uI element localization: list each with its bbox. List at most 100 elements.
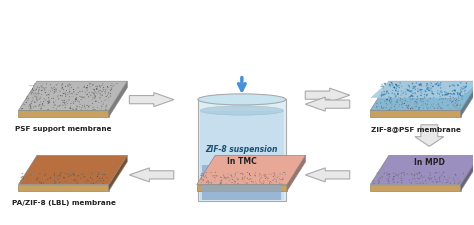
Point [396,104,403,107]
Polygon shape [18,111,109,117]
Point [407,108,414,111]
Point [374,171,382,175]
Point [61,171,68,175]
Point [428,92,436,96]
Point [442,93,450,97]
Point [28,91,36,94]
Point [38,89,46,93]
Point [399,102,406,105]
Point [88,100,96,103]
Point [417,83,425,86]
Point [96,89,103,93]
Point [89,179,97,182]
Point [57,171,65,175]
Point [385,108,393,112]
Point [38,104,46,107]
Point [395,176,402,180]
Point [231,173,238,176]
Point [217,176,224,179]
Point [395,84,402,88]
Point [460,87,468,91]
Point [408,172,415,176]
Point [410,85,417,89]
Point [387,96,395,100]
Point [404,89,411,92]
Point [83,86,91,90]
Point [235,178,242,181]
Point [454,84,461,87]
Point [437,90,445,93]
Point [385,173,393,176]
Point [91,95,99,98]
Point [240,177,248,181]
Point [222,182,230,185]
Point [24,180,31,183]
Point [279,176,287,180]
Point [391,93,399,97]
Point [387,82,395,85]
Point [398,104,406,107]
Point [440,171,447,174]
Point [383,98,391,102]
Point [450,104,458,108]
Point [53,178,61,182]
Point [416,89,424,92]
Point [49,89,56,92]
Point [39,83,46,86]
Point [391,86,398,90]
Point [434,85,442,88]
Point [449,177,457,181]
Point [421,174,428,178]
Point [51,88,58,92]
Point [78,96,85,100]
Point [257,182,265,185]
Point [45,97,52,100]
Point [200,172,208,176]
Point [202,171,210,175]
Point [46,101,53,105]
Point [418,85,425,88]
Point [402,88,410,92]
Point [391,105,398,109]
Point [73,182,81,186]
Polygon shape [287,156,306,191]
Point [434,82,441,85]
Point [82,179,89,183]
Point [94,106,101,110]
Point [66,92,74,96]
Point [29,89,37,93]
Point [399,182,406,186]
Point [83,90,91,93]
Point [390,180,397,184]
Point [390,175,398,179]
Point [108,87,116,90]
Point [411,103,419,106]
Point [416,171,424,175]
Point [414,88,421,91]
Point [90,173,98,177]
Point [65,96,73,99]
Point [85,106,92,109]
Point [60,92,67,96]
Point [97,94,105,97]
Point [64,93,72,97]
Point [53,83,61,87]
Point [49,88,56,91]
Point [411,172,419,176]
Point [70,102,77,106]
Point [71,178,79,182]
Point [195,176,202,179]
Point [70,101,78,104]
Point [412,100,420,104]
Point [100,89,108,92]
Point [410,173,418,177]
Point [456,179,464,182]
Point [418,92,426,95]
Point [65,88,73,92]
Point [54,96,61,100]
Point [435,103,442,106]
Point [256,172,264,176]
Point [22,101,30,105]
Point [17,179,24,183]
Point [72,108,80,111]
